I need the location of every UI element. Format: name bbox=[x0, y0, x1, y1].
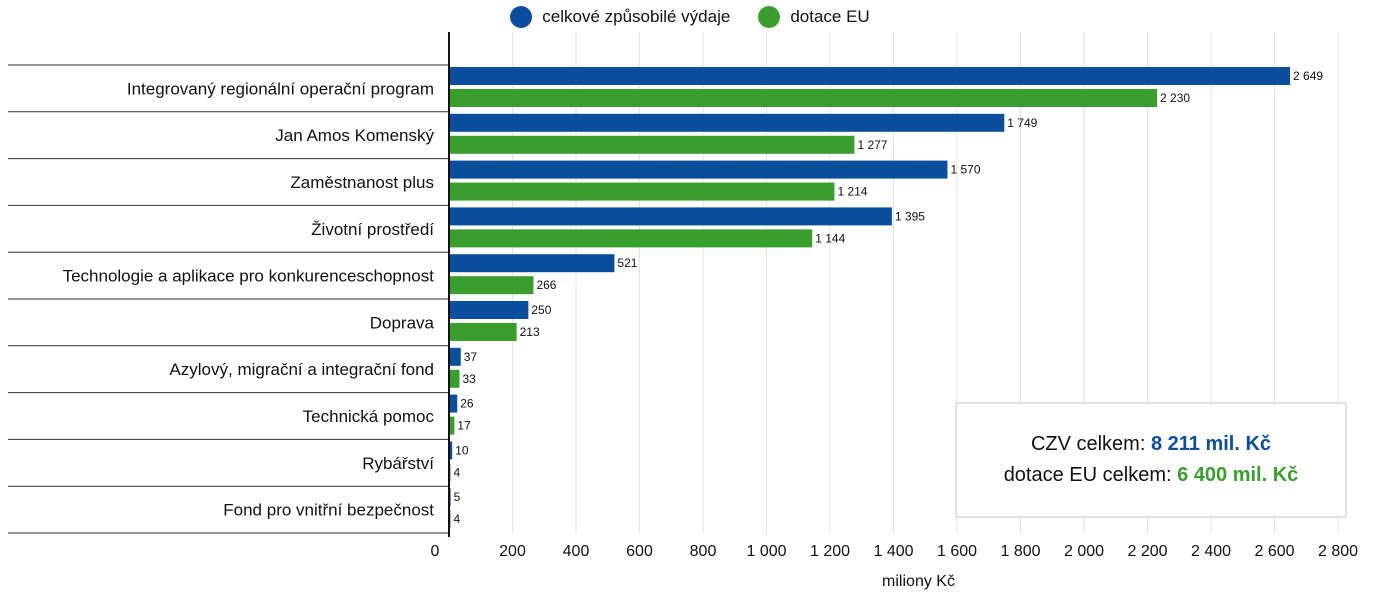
value-label-czv: 26 bbox=[460, 397, 474, 411]
bar-czv bbox=[449, 207, 892, 226]
x-tick-label: 600 bbox=[626, 543, 653, 560]
category-label: Technologie a aplikace pro konkurencesch… bbox=[63, 267, 435, 286]
value-label-eu: 213 bbox=[520, 325, 540, 339]
x-tick-label: 2 000 bbox=[1064, 543, 1104, 560]
x-tick-label: 1 200 bbox=[810, 543, 850, 560]
category-label: Jan Amos Komenský bbox=[275, 126, 434, 145]
category-label: Životní prostředí bbox=[311, 220, 434, 239]
value-label-czv: 2 649 bbox=[1293, 69, 1323, 83]
value-label-eu: 4 bbox=[454, 512, 461, 526]
legend-item-eu[interactable]: dotace EU bbox=[758, 6, 870, 28]
bar-czv bbox=[449, 67, 1291, 85]
category-label: Doprava bbox=[370, 313, 435, 332]
summary-eu: dotace EU celkem: 6 400 mil. Kč bbox=[1004, 464, 1299, 487]
x-tick-label: 400 bbox=[563, 543, 590, 560]
bar-eu bbox=[449, 182, 835, 201]
x-tick-label: 2 400 bbox=[1191, 543, 1231, 560]
value-label-eu: 1 277 bbox=[857, 138, 887, 152]
bar-czv bbox=[449, 347, 461, 366]
value-label-eu: 1 214 bbox=[837, 185, 867, 199]
summary-box: CZV celkem: 8 211 mil. Kč dotace EU celk… bbox=[955, 402, 1347, 518]
bar-czv bbox=[449, 394, 458, 413]
value-label-czv: 521 bbox=[617, 256, 637, 270]
legend: celkové způsobilé výdaje dotace EU bbox=[0, 6, 1380, 28]
legend-label-czv: celkové způsobilé výdaje bbox=[542, 7, 731, 26]
x-tick-label: 0 bbox=[431, 543, 440, 560]
value-label-czv: 37 bbox=[464, 350, 478, 364]
x-tick-label: 2 200 bbox=[1127, 543, 1167, 560]
value-label-czv: 5 bbox=[454, 490, 461, 504]
bar-czv bbox=[449, 254, 615, 273]
category-label: Rybářství bbox=[362, 454, 434, 473]
x-tick-label: 1 600 bbox=[937, 543, 977, 560]
value-label-eu: 17 bbox=[457, 419, 471, 433]
legend-label-eu: dotace EU bbox=[790, 7, 870, 26]
legend-swatch-czv bbox=[510, 6, 533, 28]
value-label-eu: 266 bbox=[536, 278, 556, 292]
value-label-czv: 1 570 bbox=[950, 163, 980, 177]
summary-czv-value: 8 211 mil. Kč bbox=[1150, 433, 1272, 455]
category-label: Azylový, migrační a integrační fond bbox=[169, 360, 434, 379]
category-label: Fond pro vnitřní bezpečnost bbox=[223, 501, 434, 520]
value-label-eu: 2 230 bbox=[1160, 91, 1190, 105]
summary-czv: CZV celkem: 8 211 mil. Kč bbox=[1031, 433, 1271, 456]
bar-czv bbox=[449, 113, 1005, 132]
x-tick-label: 200 bbox=[499, 543, 526, 560]
value-label-czv: 10 bbox=[455, 443, 469, 457]
category-label: Technická pomoc bbox=[303, 407, 435, 426]
summary-eu-label: dotace EU celkem: bbox=[1003, 464, 1172, 486]
value-label-eu: 1 144 bbox=[815, 231, 845, 245]
bar-czv bbox=[449, 160, 948, 179]
x-tick-label: 2 600 bbox=[1254, 543, 1294, 560]
summary-eu-value: 6 400 mil. Kč bbox=[1177, 464, 1299, 486]
value-label-eu: 4 bbox=[454, 465, 461, 479]
category-label: Integrovaný regionální operační program bbox=[127, 79, 434, 98]
x-tick-label: 800 bbox=[690, 543, 717, 560]
x-tick-label: 2 800 bbox=[1318, 543, 1358, 560]
bar-eu bbox=[449, 369, 460, 388]
bar-eu bbox=[449, 416, 455, 435]
bar-eu bbox=[449, 276, 534, 295]
x-tick-label: 1 000 bbox=[746, 543, 786, 560]
legend-swatch-eu bbox=[758, 6, 781, 28]
bar-czv bbox=[449, 441, 453, 460]
bar-czv bbox=[449, 301, 529, 319]
bar-eu bbox=[449, 135, 855, 154]
summary-czv-label: CZV celkem: bbox=[1030, 433, 1146, 455]
value-label-czv: 250 bbox=[531, 303, 551, 317]
x-tick-label: 1 800 bbox=[1000, 543, 1040, 560]
bar-eu bbox=[449, 229, 813, 248]
category-label: Zaměstnanost plus bbox=[290, 173, 434, 192]
value-label-eu: 33 bbox=[462, 372, 476, 386]
bar-eu bbox=[449, 323, 517, 341]
legend-item-czv[interactable]: celkové způsobilé výdaje bbox=[510, 6, 730, 28]
value-label-czv: 1 395 bbox=[895, 209, 925, 223]
x-tick-label: 1 400 bbox=[873, 543, 913, 560]
x-axis-title: miliony Kč bbox=[882, 573, 955, 590]
bar-eu bbox=[449, 89, 1158, 107]
value-label-czv: 1 749 bbox=[1007, 116, 1037, 130]
